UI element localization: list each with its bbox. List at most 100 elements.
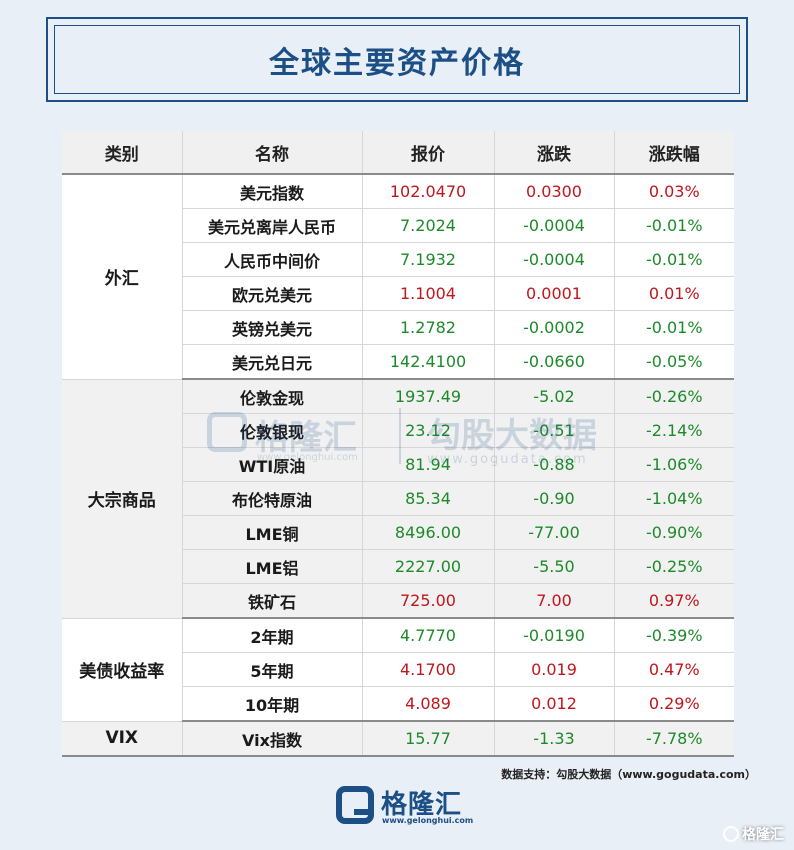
asset-name-cell: 伦敦金现 — [181, 379, 362, 414]
change-pct-cell: -0.25% — [613, 549, 734, 584]
table-row: 铁矿石 725.00 7.00 0.97% — [62, 583, 734, 619]
asset-name-cell: 美元兑日元 — [181, 344, 362, 380]
change-pct-cell: -0.01% — [613, 208, 734, 243]
table-row: 10年期 4.089 0.012 0.29% — [62, 686, 734, 722]
change-cell: -0.0190 — [493, 618, 614, 653]
asset-name-cell: 2年期 — [181, 618, 362, 653]
change-cell: -0.0004 — [493, 242, 614, 277]
price-table-panel: 类别 名称 报价 涨跌 涨跌幅 外汇 美元指数 102.0470 0.0300 0.03… — [62, 131, 734, 757]
asset-name-cell: LME铜 — [181, 515, 362, 550]
price-cell: 142.4100 — [361, 344, 494, 380]
change-pct-cell: -2.14% — [613, 413, 734, 448]
change-pct-cell: 0.47% — [613, 652, 734, 687]
price-cell: 85.34 — [361, 481, 494, 516]
table-row: 人民币中间价 7.1932 -0.0004 -0.01% — [62, 242, 734, 277]
asset-name-cell: 美元兑离岸人民币 — [181, 208, 362, 243]
price-cell: 81.94 — [361, 447, 494, 482]
change-pct-cell: -0.01% — [613, 242, 734, 277]
change-cell: 0.0300 — [493, 174, 614, 209]
price-cell: 4.089 — [361, 686, 494, 722]
change-cell: -0.88 — [493, 447, 614, 482]
change-pct-cell: -0.90% — [613, 515, 734, 550]
category-cell: 外汇 — [62, 174, 182, 380]
change-cell: -0.0002 — [493, 310, 614, 345]
change-cell: -0.0660 — [493, 344, 614, 380]
data-source-note: 数据支持：勾股大数据（www.gogudata.com） — [501, 768, 756, 781]
table-row: 布伦特原油 85.34 -0.90 -1.04% — [62, 481, 734, 516]
table-row: VIX Vix指数 15.77 -1.33 -7.78% — [62, 721, 734, 757]
category-cell: 美债收益率 — [62, 618, 182, 722]
change-pct-cell: -1.04% — [613, 481, 734, 516]
asset-name-cell: 人民币中间价 — [181, 242, 362, 277]
footer-brand: 格隆汇 — [381, 790, 463, 820]
asset-name-cell: 欧元兑美元 — [181, 276, 362, 311]
table-row: LME铜 8496.00 -77.00 -0.90% — [62, 515, 734, 550]
change-cell: 0.0001 — [493, 276, 614, 311]
change-pct-cell: 0.29% — [613, 686, 734, 722]
asset-name-cell: 5年期 — [181, 652, 362, 687]
change-pct-cell: 0.03% — [613, 174, 734, 209]
title-inner-frame: 全球主要资产价格 — [54, 25, 740, 94]
column-header-price: 报价 — [361, 131, 494, 175]
change-cell: -77.00 — [493, 515, 614, 550]
change-pct-cell: -1.06% — [613, 447, 734, 482]
asset-name-cell: 英镑兑美元 — [181, 310, 362, 345]
table-row: WTI原油 81.94 -0.88 -1.06% — [62, 447, 734, 482]
change-pct-cell: 0.97% — [613, 583, 734, 619]
corner-logo-icon — [723, 826, 739, 842]
change-cell: -5.02 — [493, 379, 614, 414]
asset-price-table: 类别 名称 报价 涨跌 涨跌幅 外汇 美元指数 102.0470 0.0300 0.03… — [62, 131, 734, 757]
asset-name-cell: 美元指数 — [181, 174, 362, 209]
category-cell: VIX — [62, 721, 182, 757]
change-pct-cell: -0.39% — [613, 618, 734, 653]
price-cell: 102.0470 — [361, 174, 494, 209]
table-row: 美债收益率 2年期 4.7770 -0.0190 -0.39% — [62, 618, 734, 722]
price-cell: 725.00 — [361, 583, 494, 619]
corner-watermark: 格隆汇 — [723, 824, 784, 844]
column-header-change-pct: 涨跌幅 — [613, 131, 734, 175]
corner-brand: 格隆汇 — [742, 827, 784, 843]
price-cell: 8496.00 — [361, 515, 494, 550]
change-pct-cell: -0.05% — [613, 344, 734, 380]
price-cell: 4.1700 — [361, 652, 494, 687]
column-header-category: 类别 — [62, 131, 182, 175]
table-row: LME铝 2227.00 -5.50 -0.25% — [62, 549, 734, 584]
price-cell: 7.2024 — [361, 208, 494, 243]
table-row: 欧元兑美元 1.1004 0.0001 0.01% — [62, 276, 734, 311]
asset-name-cell: 布伦特原油 — [181, 481, 362, 516]
asset-name-cell: 伦敦银现 — [181, 413, 362, 448]
table-row: 伦敦银现 23.12 -0.51 -2.14% — [62, 413, 734, 448]
table-row: 5年期 4.1700 0.019 0.47% — [62, 652, 734, 687]
change-cell: -5.50 — [493, 549, 614, 584]
change-pct-cell: 0.01% — [613, 276, 734, 311]
change-cell: 0.012 — [493, 686, 614, 722]
asset-name-cell: WTI原油 — [181, 447, 362, 482]
change-cell: -1.33 — [493, 721, 614, 757]
column-header-change: 涨跌 — [493, 131, 614, 175]
gelonghui-logo-icon — [336, 786, 374, 824]
table-body: 外汇 美元指数 102.0470 0.0300 0.03% 美元兑离岸人民币 7.2024-… — [62, 174, 734, 757]
change-cell: 7.00 — [493, 583, 614, 619]
category-cell: 大宗商品 — [62, 379, 182, 619]
table-row: 英镑兑美元 1.2782 -0.0002 -0.01% — [62, 310, 734, 345]
asset-name-cell: 10年期 — [181, 686, 362, 722]
price-cell: 23.12 — [361, 413, 494, 448]
asset-name-cell: LME铝 — [181, 549, 362, 584]
change-pct-cell: -0.26% — [613, 379, 734, 414]
page-title: 全球主要资产价格 — [269, 45, 525, 81]
price-cell: 2227.00 — [361, 549, 494, 584]
table-row: 大宗商品 伦敦金现 1937.49 -5.02 -0.26% — [62, 379, 734, 619]
change-cell: -0.0004 — [493, 208, 614, 243]
column-header-name: 名称 — [181, 131, 362, 175]
price-cell: 1937.49 — [361, 379, 494, 414]
title-frame: 全球主要资产价格 — [46, 17, 748, 102]
table-row: 外汇 美元指数 102.0470 0.0300 0.03% — [62, 174, 734, 380]
asset-name-cell: 铁矿石 — [181, 583, 362, 619]
asset-name-cell: Vix指数 — [181, 721, 362, 757]
price-cell: 1.1004 — [361, 276, 494, 311]
table-row: 美元兑离岸人民币 7.2024 -0.0004 -0.01% — [62, 208, 734, 243]
change-pct-cell: -7.78% — [613, 721, 734, 757]
change-cell: 0.019 — [493, 652, 614, 687]
footer-url: www.gelonghui.com — [382, 816, 474, 825]
price-cell: 7.1932 — [361, 242, 494, 277]
